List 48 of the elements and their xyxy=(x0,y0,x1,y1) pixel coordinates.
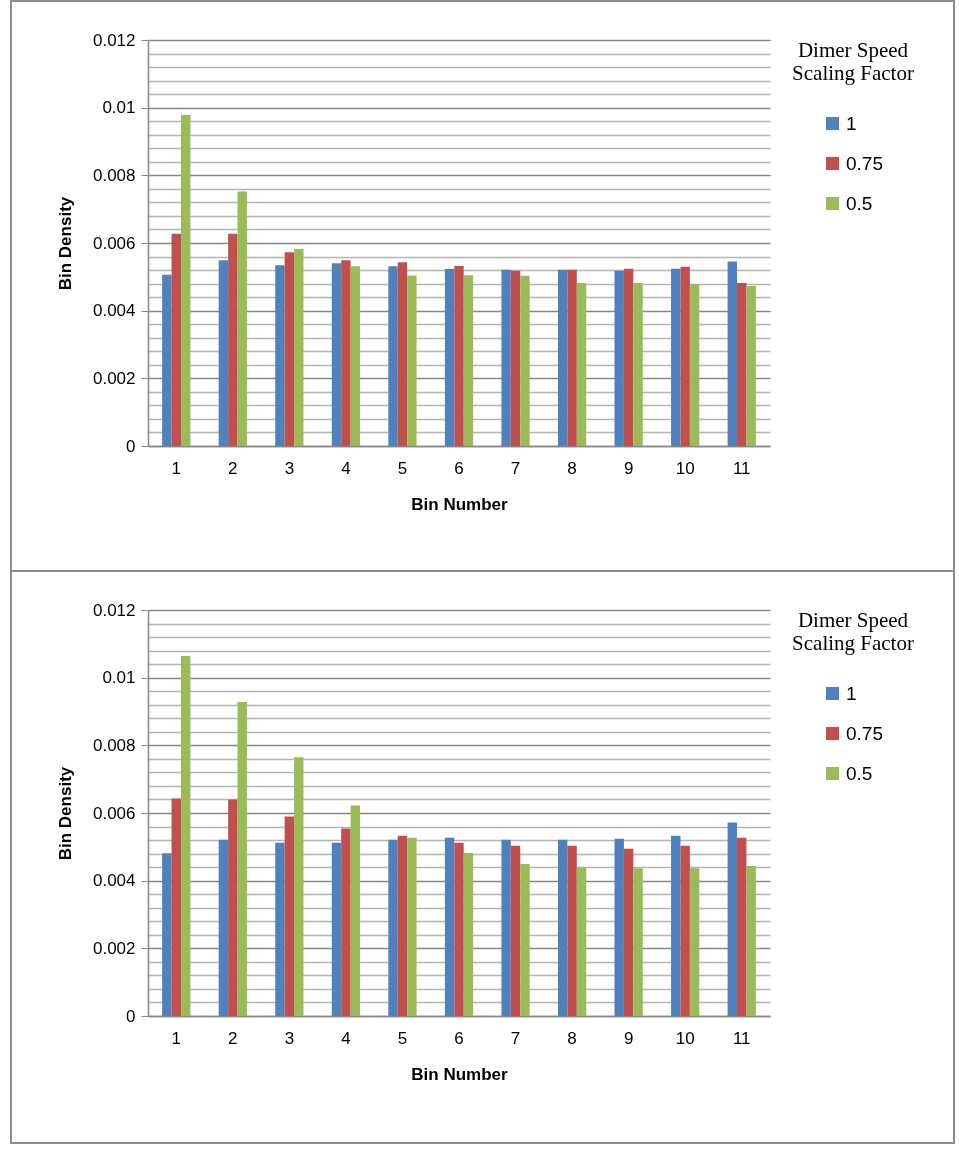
x-tick-label: 4 xyxy=(341,1028,351,1048)
y-tick-label: 0.002 xyxy=(92,938,136,958)
y-axis-title: Bin Density xyxy=(55,766,75,861)
y-tick-label: 0.008 xyxy=(92,165,136,185)
y-tick-label: 0.006 xyxy=(92,803,136,823)
x-tick-label: 11 xyxy=(732,1028,751,1048)
y-tick-label: 0.006 xyxy=(92,233,136,253)
x-tick-label: 9 xyxy=(623,1028,634,1048)
y-tick-label: 0.002 xyxy=(92,368,136,388)
legend-label: 0.5 xyxy=(846,192,873,214)
y-tick-label: 0.012 xyxy=(92,30,136,50)
x-tick-label: 5 xyxy=(397,458,408,478)
y-tick-label: 0.01 xyxy=(102,98,136,118)
x-tick-label: 3 xyxy=(284,458,295,478)
legend-title: Dimer Speed Scaling Factor xyxy=(792,608,914,655)
x-tick-label: 11 xyxy=(732,458,751,478)
y-axis-title: Bin Density xyxy=(55,196,75,291)
x-tick-label: 4 xyxy=(341,458,351,478)
x-tick-label: 10 xyxy=(675,1028,695,1048)
x-tick-label: 8 xyxy=(567,1028,577,1048)
y-tick-label: 0 xyxy=(126,436,136,456)
legend-label: 1 xyxy=(846,112,857,134)
y-tick-label: 0.004 xyxy=(92,301,136,321)
x-tick-label: 1 xyxy=(171,458,182,478)
y-tick-label: 0 xyxy=(126,1006,136,1026)
legend-label: 0.5 xyxy=(846,762,873,784)
y-tick-label: 0.01 xyxy=(102,668,136,688)
x-tick-label: 9 xyxy=(623,458,634,478)
x-tick-label: 8 xyxy=(567,458,577,478)
x-axis-title: Bin Number xyxy=(411,494,509,514)
x-tick-label: 7 xyxy=(510,458,521,478)
x-tick-label: 6 xyxy=(454,1028,464,1048)
legend-label: 0.75 xyxy=(846,722,883,744)
x-tick-label: 2 xyxy=(228,1028,238,1048)
legend-label: 1 xyxy=(846,682,857,704)
legend-label: 0.75 xyxy=(846,152,883,174)
y-tick-label: 0.004 xyxy=(92,871,136,891)
x-tick-label: 10 xyxy=(675,458,695,478)
x-tick-label: 3 xyxy=(284,1028,295,1048)
x-tick-label: 5 xyxy=(397,1028,408,1048)
x-tick-label: 1 xyxy=(171,1028,182,1048)
y-tick-label: 0.008 xyxy=(92,735,136,755)
y-tick-label: 0.012 xyxy=(92,600,136,620)
legend-title: Dimer Speed Scaling Factor xyxy=(792,38,914,85)
x-axis-title: Bin Number xyxy=(411,1064,509,1084)
x-tick-label: 7 xyxy=(510,1028,521,1048)
x-tick-label: 2 xyxy=(228,458,238,478)
x-tick-label: 6 xyxy=(454,458,464,478)
